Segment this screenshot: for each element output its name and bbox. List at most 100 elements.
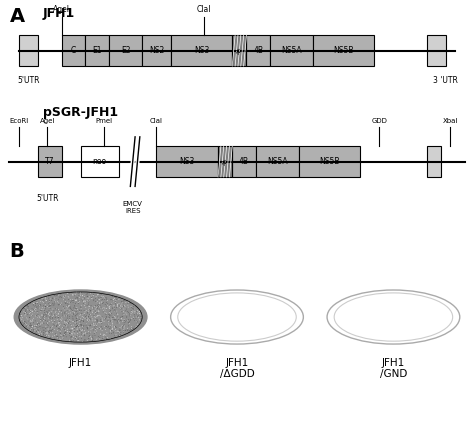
Point — [102, 311, 110, 318]
Point — [84, 298, 92, 305]
Point — [54, 333, 62, 340]
Point — [116, 329, 123, 335]
Point — [76, 326, 84, 332]
Point — [51, 312, 59, 319]
Point — [22, 323, 30, 330]
Point — [34, 326, 42, 332]
Point — [122, 313, 129, 320]
Point — [34, 321, 42, 328]
Point — [76, 318, 84, 325]
Point — [97, 325, 104, 332]
Point — [108, 300, 115, 307]
Point — [89, 315, 96, 322]
Point — [27, 325, 35, 332]
Point — [91, 320, 99, 327]
Point — [65, 336, 73, 343]
Point — [96, 335, 104, 342]
Point — [26, 314, 34, 321]
Point — [52, 293, 60, 300]
Point — [62, 300, 70, 307]
Point — [69, 311, 77, 317]
Point — [43, 297, 51, 304]
Point — [94, 307, 102, 314]
Point — [62, 308, 70, 315]
Point — [76, 324, 84, 331]
Point — [74, 298, 82, 305]
Point — [126, 320, 133, 327]
Point — [93, 320, 100, 327]
Point — [66, 310, 74, 317]
Point — [41, 309, 48, 316]
Point — [130, 305, 138, 312]
Point — [120, 305, 128, 312]
Point — [73, 299, 81, 306]
Point — [33, 303, 41, 310]
Point — [87, 302, 95, 309]
Point — [18, 316, 26, 323]
Point — [28, 318, 36, 325]
Point — [38, 328, 46, 335]
Point — [17, 311, 25, 318]
Point — [55, 311, 62, 317]
Point — [45, 310, 53, 317]
Point — [94, 291, 101, 298]
Point — [110, 324, 118, 331]
Point — [42, 304, 49, 311]
Point — [81, 291, 88, 298]
Point — [135, 308, 142, 315]
Point — [117, 329, 125, 336]
Point — [41, 331, 48, 338]
Point — [20, 323, 27, 330]
Point — [54, 316, 61, 323]
Point — [46, 298, 53, 305]
Text: NS5A: NS5A — [281, 46, 302, 55]
Point — [26, 327, 34, 334]
Point — [65, 336, 73, 343]
Point — [97, 331, 104, 338]
Point — [137, 309, 144, 316]
Point — [74, 318, 82, 325]
Point — [117, 305, 125, 312]
Point — [107, 317, 115, 324]
Point — [42, 311, 50, 317]
Point — [119, 327, 127, 334]
Point — [60, 324, 68, 331]
Point — [40, 320, 48, 327]
Point — [111, 306, 118, 313]
Point — [78, 333, 86, 340]
Point — [85, 317, 93, 324]
Point — [87, 333, 94, 340]
Point — [91, 332, 99, 339]
Point — [130, 310, 138, 317]
Point — [83, 326, 91, 332]
Point — [93, 319, 101, 326]
Point — [59, 310, 66, 317]
Point — [131, 323, 139, 330]
Point — [83, 297, 91, 304]
Point — [26, 327, 33, 334]
Point — [106, 314, 113, 321]
Point — [42, 325, 49, 332]
Point — [69, 331, 77, 338]
Point — [64, 318, 72, 325]
Point — [115, 303, 123, 310]
Point — [100, 318, 108, 325]
Point — [66, 307, 73, 314]
Point — [34, 319, 41, 326]
Point — [126, 327, 133, 334]
Point — [136, 316, 144, 323]
Point — [73, 338, 80, 344]
Point — [39, 311, 47, 318]
Point — [91, 319, 98, 326]
Point — [64, 299, 71, 305]
Point — [43, 332, 50, 339]
Point — [89, 289, 96, 296]
Point — [75, 322, 82, 329]
Point — [109, 305, 116, 311]
Point — [61, 320, 69, 326]
Point — [109, 320, 117, 327]
Point — [38, 298, 46, 305]
Point — [21, 304, 29, 311]
Point — [45, 295, 53, 302]
Point — [100, 334, 107, 341]
